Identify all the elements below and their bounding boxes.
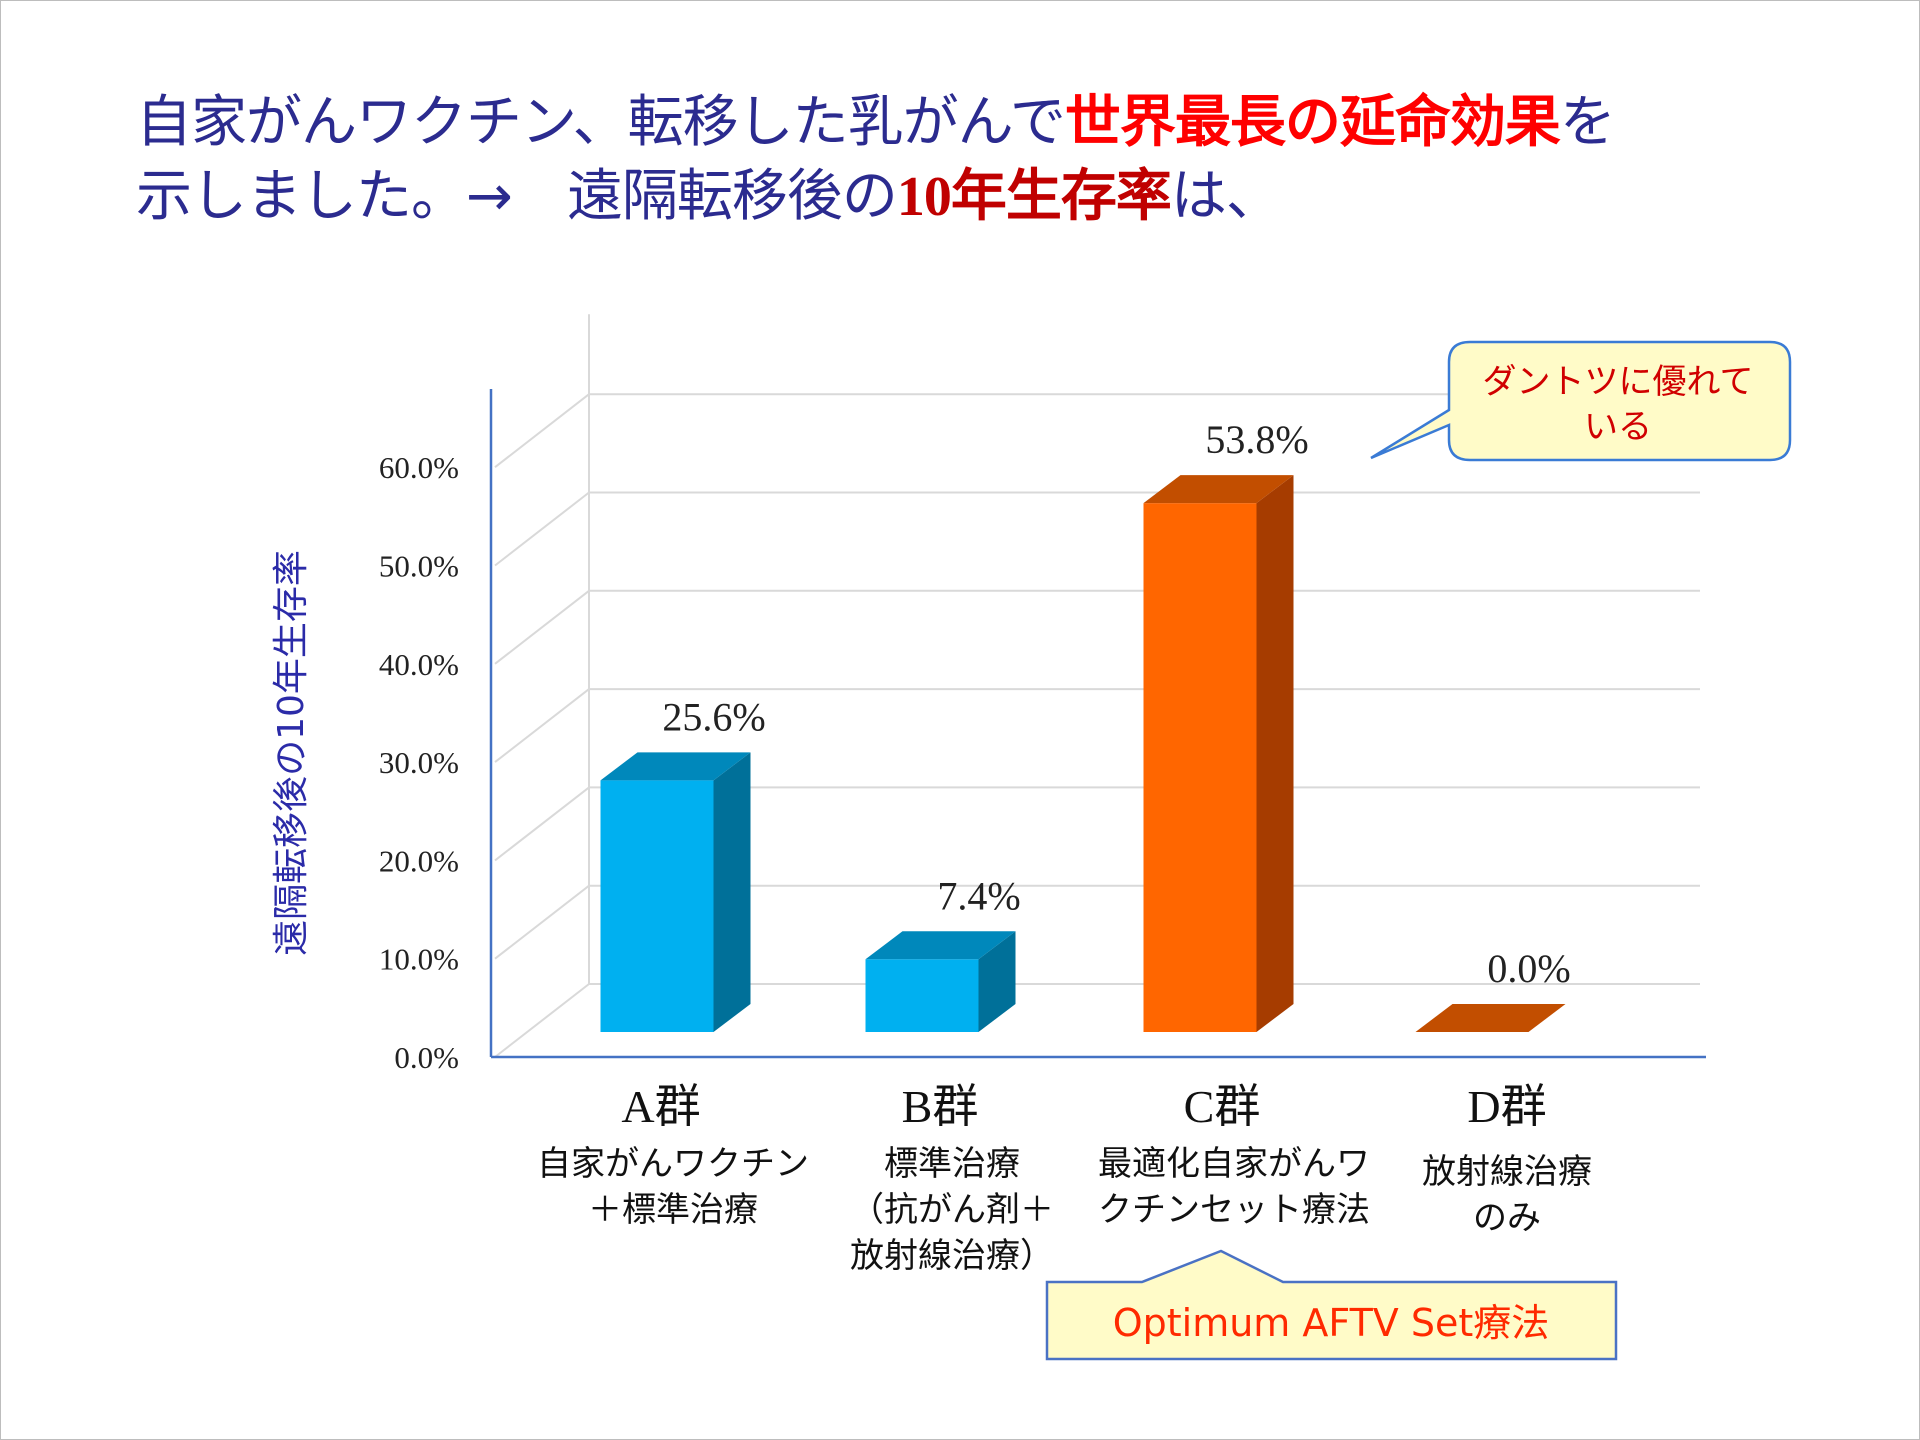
bar-top	[1415, 1004, 1566, 1032]
gridline-depth	[494, 590, 590, 665]
data-label: 53.8%	[1205, 417, 1308, 462]
title-line-2: 示しました。→ 遠隔転移後の10年生存率は、	[136, 162, 1282, 232]
bar-top	[865, 931, 1016, 960]
y-tick-label: 40.0%	[379, 647, 459, 682]
category-description: のみ	[1473, 1198, 1541, 1238]
title-text: を	[1559, 90, 1616, 155]
bar-side	[713, 752, 751, 1032]
bar-B群	[865, 931, 1016, 1032]
callout-text: いる	[1584, 407, 1652, 447]
bars	[600, 475, 1566, 1032]
title-highlight: 世界最長の延命効果	[1064, 90, 1561, 155]
bar-front	[1143, 503, 1257, 1032]
y-tick-label: 0.0%	[394, 1040, 459, 1075]
callout-top-right: ダントツに優れて いる	[1370, 340, 1792, 462]
y-tick-label: 20.0%	[379, 843, 459, 878]
data-label: 25.6%	[662, 694, 765, 739]
data-label: 7.4%	[937, 873, 1020, 918]
gridline-depth	[494, 884, 590, 960]
bar-side	[1256, 475, 1294, 1032]
axes	[489, 389, 1706, 1059]
bar-top	[1143, 475, 1294, 504]
bar-front	[600, 780, 714, 1032]
category-description: 最適化自家がんワ	[1098, 1144, 1370, 1184]
bar-A群	[600, 752, 751, 1032]
callout-box	[1045, 1249, 1618, 1361]
title-highlight: 年生存率	[950, 164, 1172, 229]
category-description: 放射線治療）	[850, 1236, 1054, 1276]
callout-bubble	[1370, 340, 1792, 462]
callout-bottom: Optimum AFTV Set療法	[1045, 1249, 1618, 1361]
category-description: クチンセット療法	[1098, 1190, 1370, 1230]
title-text: は、	[1170, 164, 1282, 229]
callout-bottom-text: Optimum AFTV Set療法	[1113, 1301, 1550, 1345]
y-axis-title: 遠隔転移後の10年生存率	[271, 550, 312, 956]
category-description: （抗がん剤＋	[850, 1190, 1054, 1230]
bar-side	[978, 931, 1016, 1032]
category-label: C群	[1184, 1081, 1261, 1132]
category-description: 放射線治療	[1422, 1152, 1592, 1192]
data-label: 0.0%	[1487, 946, 1570, 991]
gridline-depth	[494, 688, 590, 763]
callout-text: ダントツに優れて	[1483, 362, 1754, 402]
gridline-depth	[494, 983, 590, 1058]
y-tick-label: 30.0%	[379, 745, 459, 780]
y-tick-label: 60.0%	[379, 450, 459, 485]
y-tick-label: 50.0%	[379, 549, 459, 584]
title-line-1: 自家がんワクチン、転移した乳がんで世界最長の延命効果を	[136, 88, 1616, 158]
title-text: 自家がんワクチン、転移した乳がんで	[136, 90, 1066, 155]
category-label: A群	[621, 1081, 700, 1132]
category-label: D群	[1467, 1081, 1546, 1132]
labels: 0.0% 10.0% 20.0% 30.0% 40.0% 50.0% 60.0% 遠隔転移後の…	[271, 417, 1592, 1276]
y-tick-label: 10.0%	[379, 942, 459, 977]
title-text: 示しました。→ 遠隔転移後の	[136, 164, 898, 229]
bar-D群	[1415, 1004, 1566, 1032]
title-highlight-number: 10	[896, 166, 952, 228]
category-description: 自家がんワクチン	[537, 1144, 809, 1184]
category-description: 標準治療	[884, 1144, 1020, 1184]
category-description: ＋標準治療	[588, 1190, 758, 1230]
bar-front	[865, 959, 979, 1032]
bar-C群	[1143, 475, 1294, 1032]
bar-top	[600, 752, 751, 781]
category-label: B群	[902, 1081, 979, 1132]
gridline-depth	[494, 491, 590, 567]
gridline-depth	[494, 786, 590, 862]
gridline-depth	[494, 393, 590, 468]
